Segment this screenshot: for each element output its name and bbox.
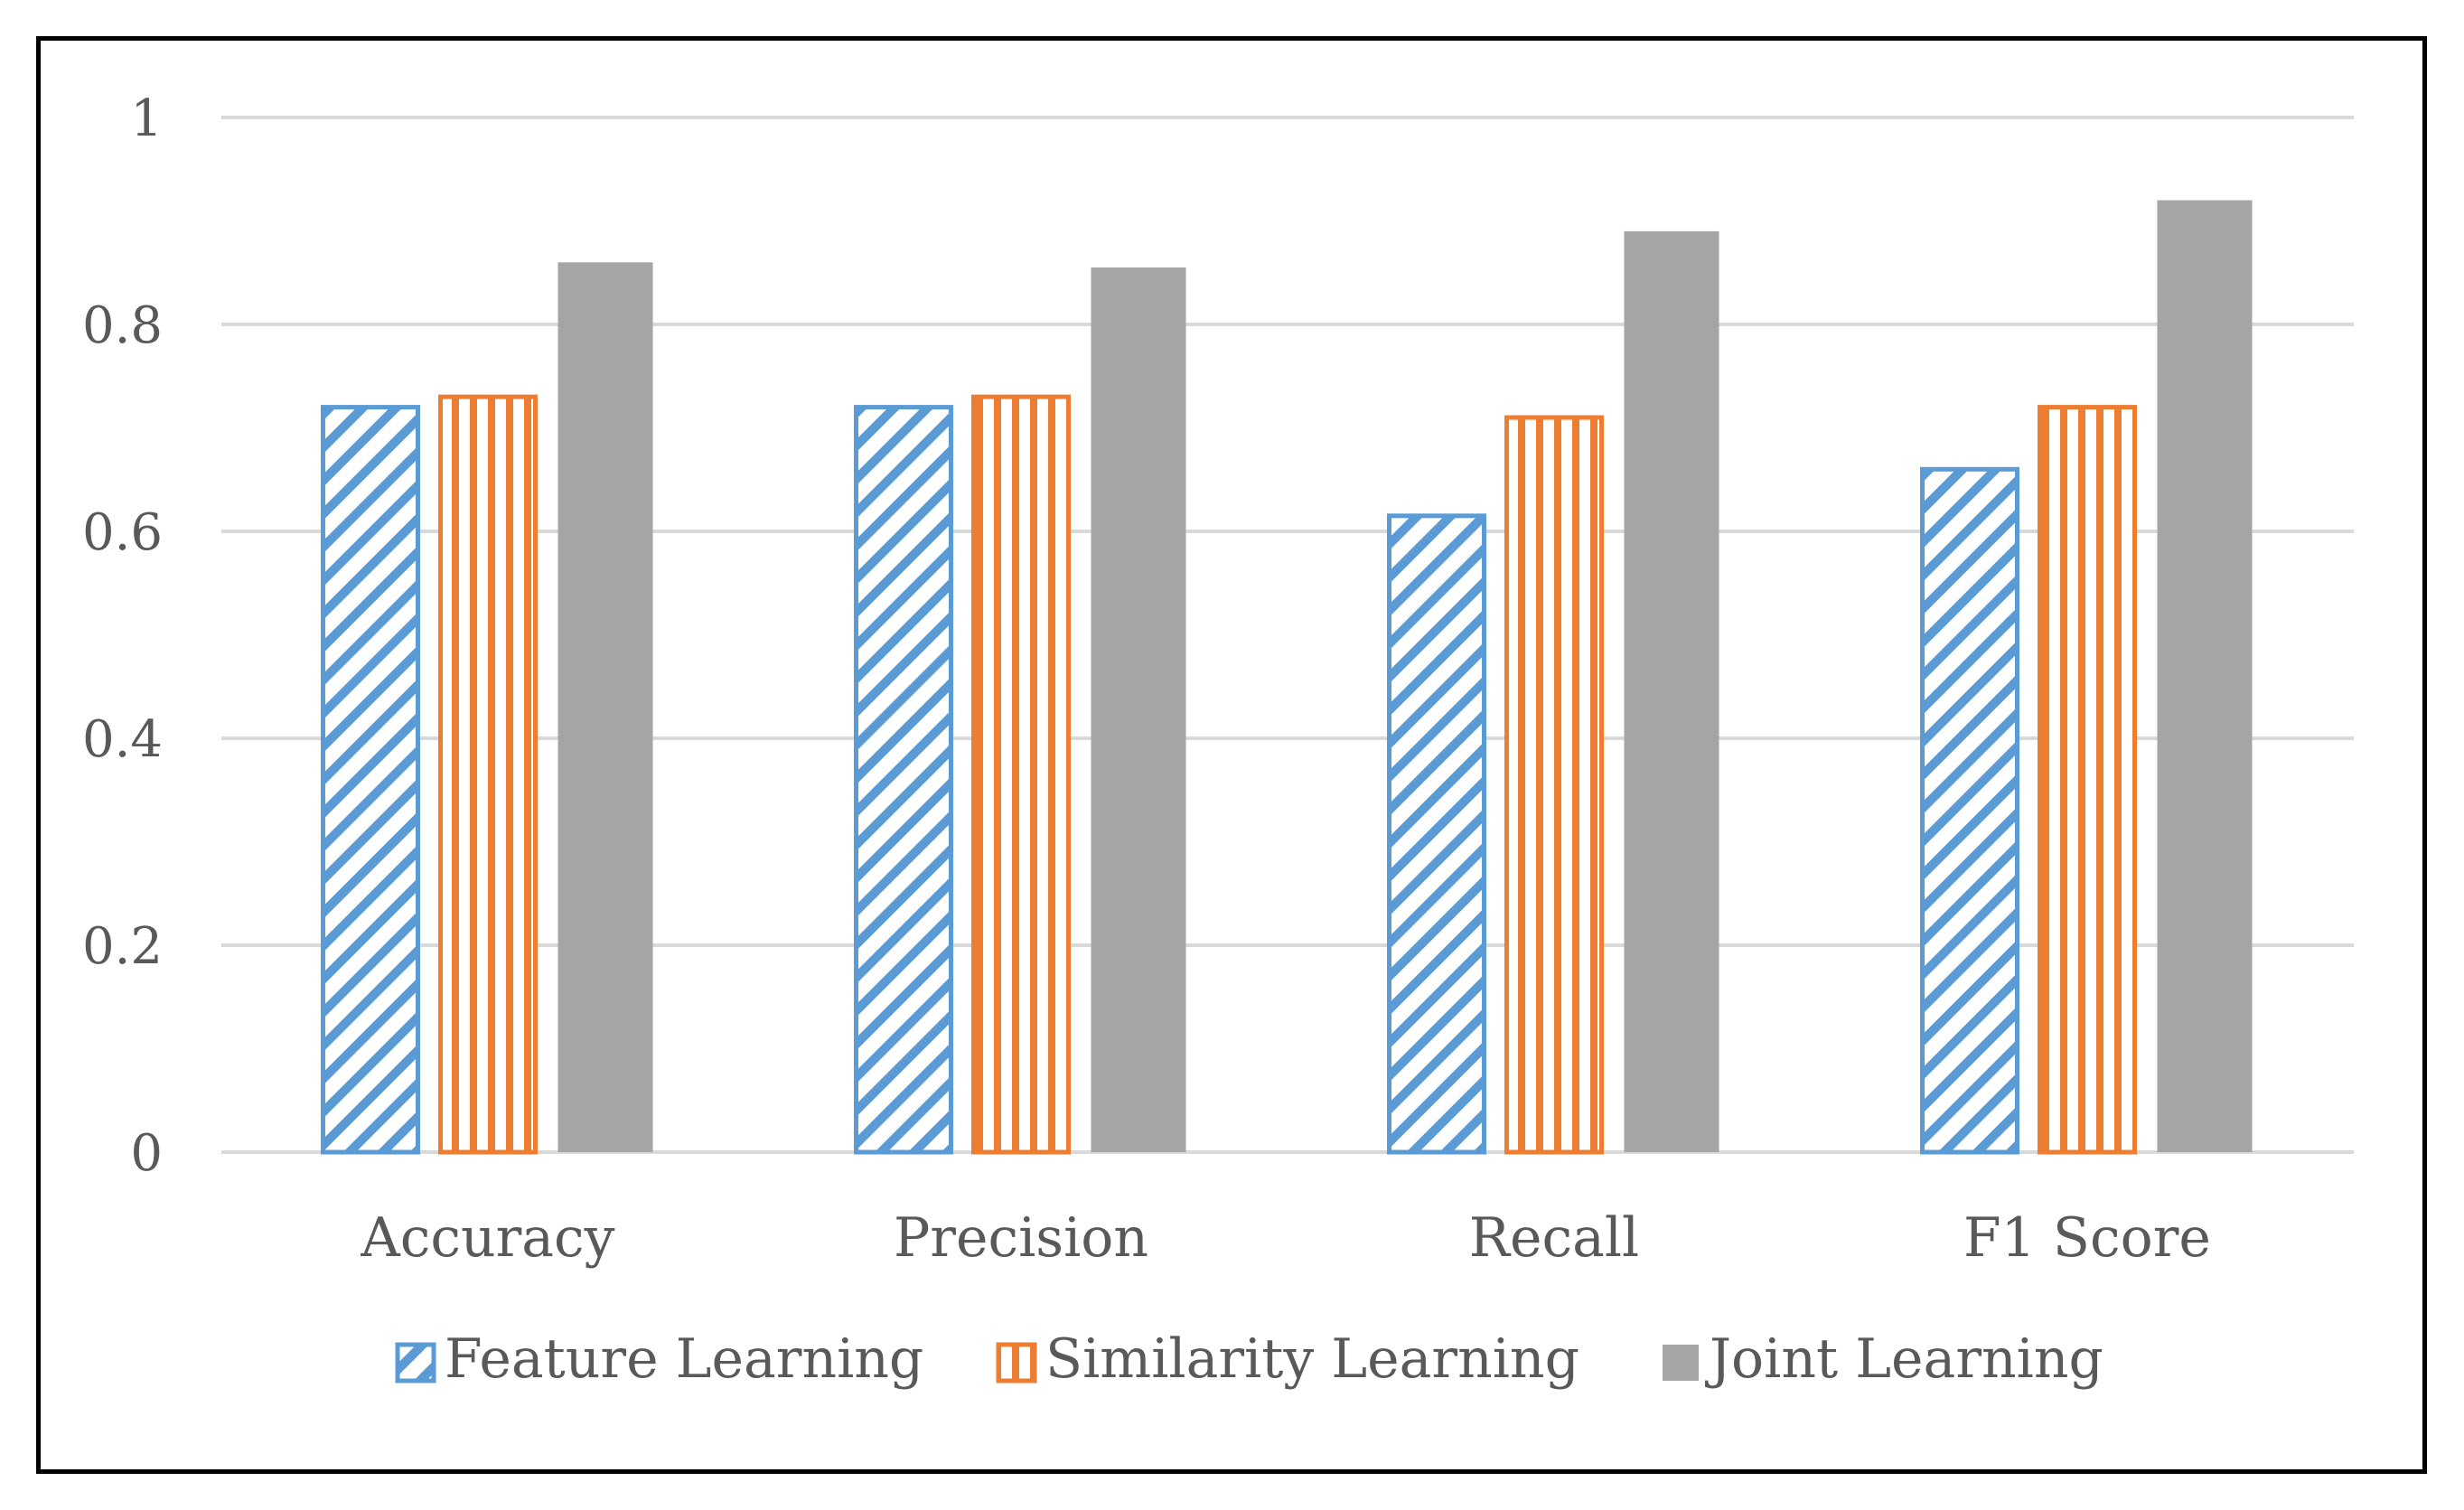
bar-feature-learning-accuracy [321, 405, 420, 1155]
bar-joint-learning-precision [1091, 267, 1186, 1152]
y-tick-label: 0.4 [82, 710, 163, 769]
y-tick-label: 0.8 [82, 296, 163, 355]
bars [321, 200, 2253, 1155]
bar-similarity-learning-accuracy [438, 394, 538, 1155]
y-tick-label: 0 [130, 1124, 163, 1183]
x-category-label: Precision [894, 1206, 1148, 1270]
bar-feature-learning-recall [1387, 513, 1486, 1155]
x-axis: Accuracy Precision Recall F1 Score [360, 1206, 2211, 1270]
y-tick-label: 1 [130, 89, 163, 148]
legend-label: Joint Learning [1704, 1327, 2103, 1391]
chart-frame [36, 36, 2427, 1474]
legend-swatch-joint-learning [1663, 1345, 1699, 1381]
bar-joint-learning-accuracy [557, 262, 653, 1152]
bar-joint-learning-recall [1624, 230, 1719, 1152]
bar-joint-learning-f1-score [2157, 200, 2253, 1153]
gridlines [221, 116, 2354, 1154]
x-category-label: F1 Score [1963, 1206, 2211, 1270]
bar-feature-learning-precision [854, 405, 953, 1155]
legend-label: Feature Learning [445, 1327, 923, 1391]
bar-feature-learning-f1-score [1920, 466, 2019, 1155]
bar-similarity-learning-f1-score [2038, 405, 2137, 1155]
y-axis: 0 0.2 0.4 0.6 0.8 1 [82, 89, 163, 1183]
legend-swatch-similarity-learning [996, 1342, 1037, 1383]
legend-swatch-feature-learning [395, 1342, 436, 1383]
legend: Feature Learning Similarity Learning Joint… [395, 1327, 2103, 1391]
bar-similarity-learning-precision [971, 394, 1071, 1155]
y-tick-label: 0.2 [82, 917, 163, 976]
x-category-label: Accuracy [360, 1206, 614, 1270]
y-tick-label: 0.6 [82, 503, 163, 562]
legend-label: Similarity Learning [1045, 1327, 1579, 1391]
bar-similarity-learning-recall [1504, 415, 1604, 1155]
x-category-label: Recall [1469, 1206, 1639, 1270]
